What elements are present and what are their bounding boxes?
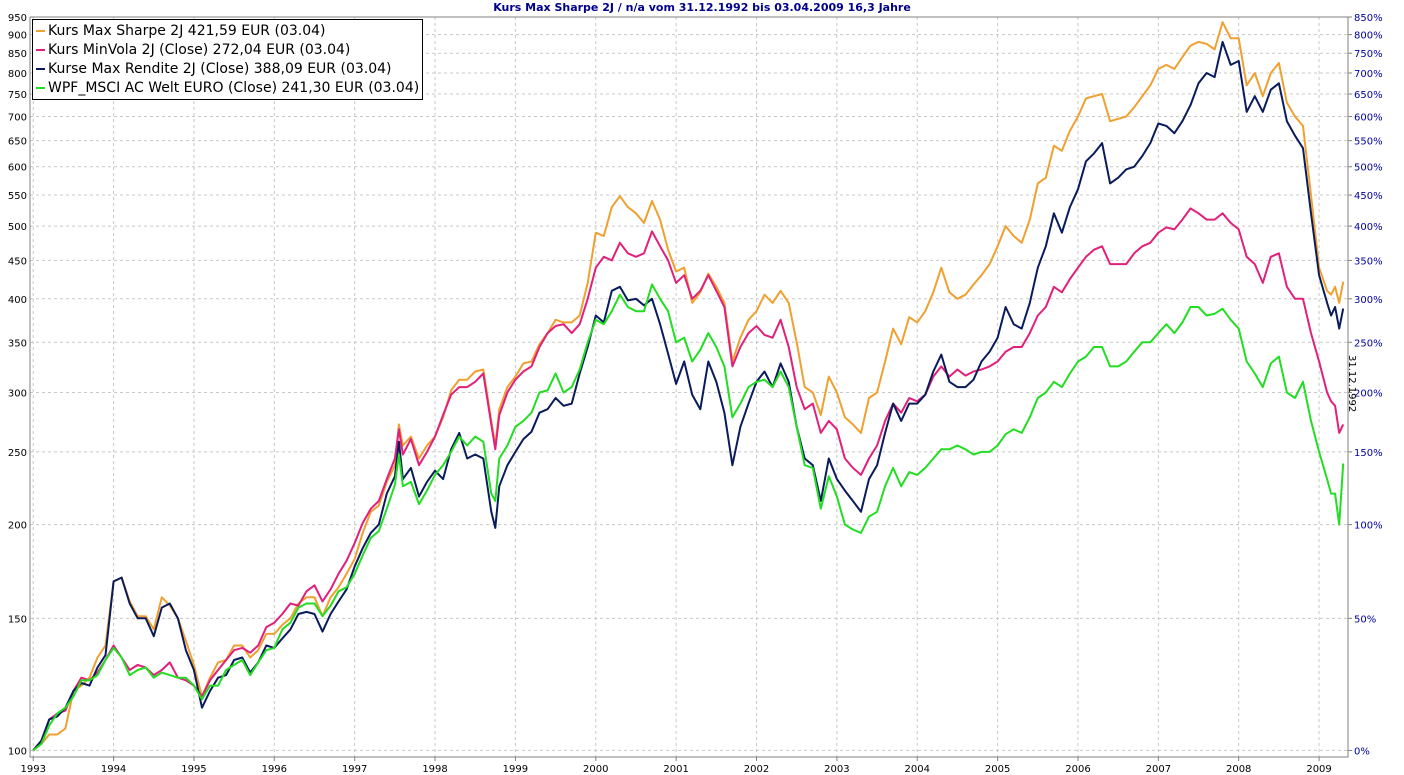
y-tick-label-left: 200 — [8, 521, 27, 532]
legend-label: WPF_MSCI AC Welt EURO (Close) 241,30 EUR… — [48, 79, 420, 96]
y-tick-label-right: 150% — [1354, 448, 1383, 459]
legend-item-minvola: Kurs MinVola 2J (Close) 272,04 EUR (03.0… — [36, 40, 419, 59]
y-tick-label-left: 450 — [8, 256, 27, 267]
x-tick-label: 2006 — [1065, 764, 1090, 775]
series-line-1 — [32, 21, 1345, 752]
y-tick-label-right: 750% — [1354, 49, 1383, 60]
y-tick-label-right: 600% — [1354, 112, 1383, 123]
series-line-2 — [32, 207, 1345, 752]
legend-swatch — [36, 86, 45, 89]
y-tick-label-left: 750 — [8, 90, 27, 101]
plot-frame — [29, 16, 1349, 758]
y-tick-label-right: 500% — [1354, 163, 1383, 174]
y-tick-label-left: 250 — [8, 448, 27, 459]
y-tick-label-right: 450% — [1354, 191, 1383, 202]
y-tick-label-right: 850% — [1354, 13, 1383, 24]
y-tick-label-left: 150 — [8, 614, 27, 625]
y-tick-label-right: 300% — [1354, 295, 1383, 306]
legend-swatch — [36, 29, 45, 32]
x-tick-label: 1999 — [503, 764, 528, 775]
legend-swatch — [36, 67, 45, 70]
base-date-label: 31.12.1992 — [1346, 355, 1357, 413]
y-tick-label-left: 700 — [8, 112, 27, 123]
x-tick-label: 1998 — [422, 764, 447, 775]
legend-label: Kurse Max Rendite 2J (Close) 388,09 EUR … — [48, 60, 392, 77]
y-tick-label-right: 250% — [1354, 338, 1383, 349]
series-line-4 — [32, 283, 1345, 752]
y-tick-label-right: 50% — [1354, 614, 1376, 625]
y-tick-label-left: 300 — [8, 389, 27, 400]
axis-layer: 100 150 200 250 300 350 400 450 500 550 600 650 700 7… — [8, 13, 1383, 775]
x-tick-label: 2009 — [1306, 764, 1331, 775]
y-tick-label-left: 550 — [8, 191, 27, 202]
legend-label: Kurs Max Sharpe 2J 421,59 EUR (03.04) — [48, 22, 326, 39]
chart-title: Kurs Max Sharpe 2J / n/a vom 31.12.1992 … — [493, 1, 911, 14]
x-tick-label: 2005 — [985, 764, 1010, 775]
y-tick-label-left: 950 — [8, 13, 27, 24]
y-tick-label-right: 700% — [1354, 69, 1383, 80]
y-tick-label-left: 600 — [8, 163, 27, 174]
x-tick-label: 2003 — [824, 764, 849, 775]
y-tick-label-left: 850 — [8, 49, 27, 60]
x-tick-label: 2001 — [663, 764, 688, 775]
legend-item-max-rendite: Kurse Max Rendite 2J (Close) 388,09 EUR … — [36, 59, 419, 78]
series-layer — [32, 21, 1345, 752]
y-tick-label-right: 800% — [1354, 31, 1383, 42]
x-tick-label: 2007 — [1146, 764, 1171, 775]
y-tick-label-right: 100% — [1354, 521, 1383, 532]
x-tick-label: 1994 — [101, 764, 126, 775]
y-tick-label-right: 400% — [1354, 222, 1383, 233]
x-tick-label: 1996 — [262, 764, 287, 775]
x-tick-label: 2004 — [905, 764, 930, 775]
y-tick-label-right: 200% — [1354, 389, 1383, 400]
y-tick-label-left: 400 — [8, 295, 27, 306]
grid-layer — [30, 16, 1348, 757]
y-tick-label-left: 350 — [8, 338, 27, 349]
legend-label: Kurs MinVola 2J (Close) 272,04 EUR (03.0… — [48, 41, 351, 58]
y-tick-label-left: 100 — [8, 746, 27, 757]
legend-swatch — [36, 48, 45, 51]
x-tick-label: 2000 — [583, 764, 608, 775]
x-tick-label: 1993 — [20, 764, 45, 775]
y-tick-label-left: 900 — [8, 31, 27, 42]
legend: Kurs Max Sharpe 2J 421,59 EUR (03.04) Ku… — [32, 19, 424, 100]
legend-item-max-sharpe: Kurs Max Sharpe 2J 421,59 EUR (03.04) — [36, 21, 419, 40]
y-tick-label-right: 650% — [1354, 90, 1383, 101]
x-tick-label: 2002 — [744, 764, 769, 775]
y-tick-label-right: 350% — [1354, 256, 1383, 267]
y-tick-label-left: 500 — [8, 222, 27, 233]
series-line-3 — [32, 40, 1345, 752]
x-tick-label: 1995 — [181, 764, 206, 775]
y-tick-label-right: 0% — [1354, 746, 1370, 757]
y-tick-label-right: 550% — [1354, 137, 1383, 148]
x-tick-label: 2008 — [1226, 764, 1251, 775]
legend-item-msci-welt: WPF_MSCI AC Welt EURO (Close) 241,30 EUR… — [36, 78, 419, 97]
y-tick-label-left: 800 — [8, 69, 27, 80]
x-tick-label: 1997 — [342, 764, 367, 775]
y-tick-label-left: 650 — [8, 137, 27, 148]
